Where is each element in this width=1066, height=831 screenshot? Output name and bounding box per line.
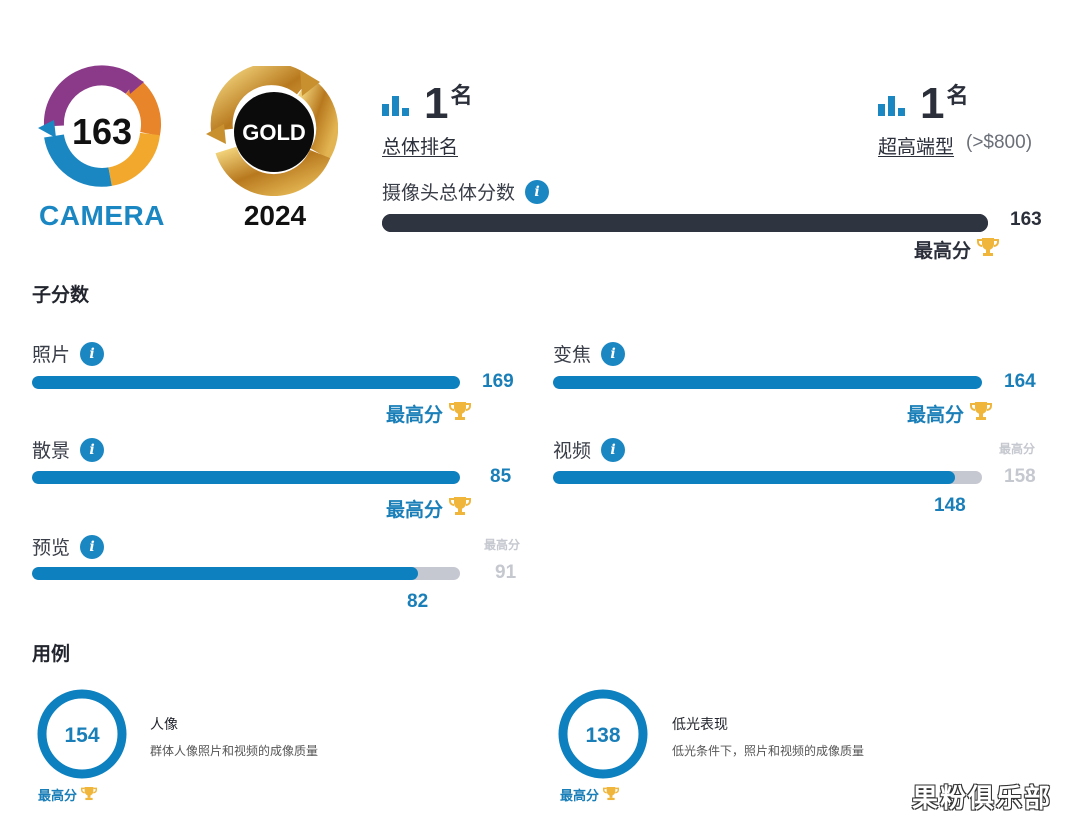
- zoom-fill: [553, 376, 982, 389]
- best-score-label: 最高分: [386, 500, 444, 521]
- trophy-icon: [449, 496, 472, 522]
- best-score-label: 最高分: [907, 405, 965, 426]
- gold-text: GOLD: [242, 120, 306, 145]
- video-fill: [553, 471, 955, 484]
- info-icon[interactable]: i: [525, 179, 550, 204]
- video-bar: [553, 471, 982, 484]
- total-score-bar: [382, 214, 988, 232]
- portrait-title: 人像: [150, 716, 178, 732]
- info-icon[interactable]: i: [80, 341, 105, 366]
- bokeh-bar: [32, 471, 460, 484]
- photo-bar: [32, 376, 460, 389]
- bokeh-label: 散景 i: [32, 436, 105, 463]
- preview-bar: [32, 567, 460, 580]
- subscores-title: 子分数: [32, 285, 90, 306]
- bokeh-fill: [32, 471, 460, 484]
- segment-rank-suffix: 名: [946, 83, 969, 108]
- video-best-score: 158: [1004, 466, 1036, 487]
- info-icon[interactable]: i: [601, 341, 626, 366]
- zoom-label-text: 变焦: [553, 345, 592, 366]
- overall-rank-link[interactable]: 总体排名: [382, 137, 459, 158]
- bokeh-score: 85: [490, 466, 512, 487]
- best-score-label: 最高分: [38, 788, 78, 803]
- overall-rank-suffix: 名: [450, 83, 473, 108]
- trophy-icon: [449, 401, 472, 427]
- ranking-bars-icon: [382, 96, 409, 116]
- low-light-score-ring: [558, 689, 648, 779]
- trophy-icon: [81, 786, 98, 804]
- segment-rank-number: 1: [920, 79, 945, 128]
- best-score-label: 最高分: [560, 788, 600, 803]
- total-score-title: 摄像头总体分数: [382, 183, 516, 204]
- zoom-score: 164: [1004, 371, 1036, 392]
- photo-label: 照片 i: [32, 340, 105, 367]
- photo-label-text: 照片: [32, 345, 71, 366]
- total-score-value: 163: [1010, 209, 1042, 230]
- trophy-icon: [970, 401, 993, 427]
- info-icon[interactable]: i: [80, 437, 105, 462]
- video-label: 视频 i: [553, 436, 626, 463]
- ranking-bars-icon: [878, 96, 905, 116]
- best-score-label: 最高分: [914, 241, 972, 262]
- total-score-fill: [382, 214, 988, 232]
- preview-fill: [32, 567, 418, 580]
- camera-score-text: 163: [72, 111, 132, 152]
- video-score: 148: [934, 495, 966, 516]
- low-light-score: 138: [585, 724, 621, 747]
- award-year: 2024: [243, 200, 307, 231]
- photo-score: 169: [482, 371, 514, 392]
- preview-best-score: 91: [495, 562, 517, 583]
- gold-award-badge: GOLD: [206, 66, 338, 196]
- segment-rank: 1 名: [920, 82, 969, 126]
- total-score-label: 摄像头总体分数 i: [382, 178, 550, 205]
- portrait-score: 154: [64, 724, 100, 747]
- portrait-desc: 群体人像照片和视频的成像质量: [150, 744, 319, 758]
- use-cases-title: 用例: [32, 644, 71, 665]
- portrait-score-ring: [37, 689, 127, 779]
- segment-rank-link[interactable]: 超高端型: [878, 137, 955, 158]
- photo-best-score: 最高分: [386, 400, 472, 427]
- bokeh-best-score: 最高分: [386, 495, 472, 522]
- watermark: 果粉俱乐部: [911, 783, 1052, 813]
- bokeh-label-text: 散景: [32, 441, 71, 462]
- video-best-label: 最高分: [999, 442, 1036, 456]
- trophy-icon: [603, 786, 620, 804]
- camera-label: CAMERA: [39, 200, 165, 231]
- preview-best-label: 最高分: [484, 538, 521, 552]
- low-light-title: 低光表现: [672, 716, 728, 732]
- preview-label: 预览 i: [32, 533, 105, 560]
- zoom-label: 变焦 i: [553, 340, 626, 367]
- info-icon[interactable]: i: [80, 534, 105, 559]
- video-label-text: 视频: [553, 441, 592, 462]
- zoom-bar: [553, 376, 982, 389]
- segment-price-range: (>$800): [966, 132, 1033, 153]
- preview-label-text: 预览: [32, 538, 71, 559]
- portrait-best-score: 最高分: [38, 785, 98, 804]
- best-score-label: 最高分: [386, 405, 444, 426]
- overall-rank: 1 名: [424, 82, 473, 126]
- trophy-icon: [977, 237, 1000, 263]
- info-icon[interactable]: i: [601, 437, 626, 462]
- photo-fill: [32, 376, 460, 389]
- total-best-score: 最高分: [914, 236, 1000, 263]
- low-light-best-score: 最高分: [560, 785, 620, 804]
- preview-score: 82: [407, 591, 429, 612]
- camera-score-badge: 163: [38, 65, 161, 187]
- zoom-best-score: 最高分: [907, 400, 993, 427]
- low-light-desc: 低光条件下，照片和视频的成像质量: [672, 744, 865, 758]
- overall-rank-number: 1: [424, 79, 449, 128]
